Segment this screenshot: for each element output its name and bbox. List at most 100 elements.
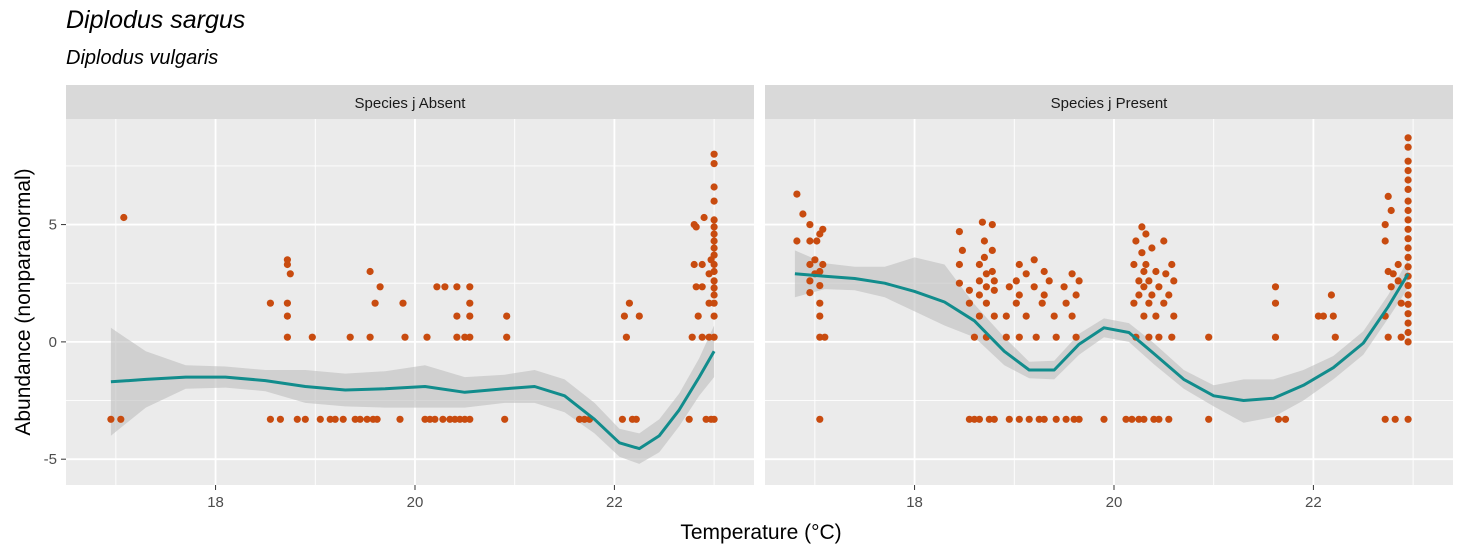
data-point bbox=[1015, 260, 1023, 269]
data-point bbox=[1155, 283, 1163, 291]
data-point bbox=[1327, 291, 1335, 299]
data-point bbox=[1404, 176, 1412, 184]
data-point bbox=[690, 260, 698, 269]
data-point bbox=[316, 415, 324, 423]
data-point bbox=[453, 312, 461, 320]
y-axis-label: Abundance (nonparanormal) bbox=[12, 168, 35, 435]
data-point bbox=[1002, 333, 1010, 341]
data-point bbox=[1404, 197, 1412, 205]
y-tick-label: 5 bbox=[49, 217, 57, 234]
data-point bbox=[705, 333, 713, 341]
data-point bbox=[1404, 216, 1412, 224]
data-point bbox=[710, 312, 718, 320]
data-point bbox=[1060, 283, 1068, 291]
data-point bbox=[1155, 333, 1163, 341]
data-point bbox=[1128, 415, 1136, 423]
data-point bbox=[1138, 223, 1146, 231]
data-point bbox=[1404, 415, 1412, 423]
data-point bbox=[819, 260, 827, 269]
data-point bbox=[433, 283, 441, 291]
data-point bbox=[1152, 267, 1160, 276]
data-point bbox=[293, 415, 301, 423]
data-point bbox=[501, 415, 509, 423]
data-point bbox=[1015, 415, 1023, 423]
data-point bbox=[710, 267, 718, 276]
data-point bbox=[1075, 277, 1083, 285]
data-point bbox=[618, 415, 627, 423]
data-point bbox=[1005, 283, 1013, 291]
facet-strip bbox=[66, 85, 754, 119]
data-point bbox=[1404, 338, 1412, 346]
data-point bbox=[710, 150, 718, 158]
data-point bbox=[793, 190, 801, 198]
data-point bbox=[980, 253, 989, 261]
data-point bbox=[1132, 237, 1140, 245]
data-point bbox=[710, 299, 718, 307]
data-point bbox=[965, 299, 974, 307]
data-point bbox=[503, 333, 511, 341]
data-point bbox=[710, 291, 718, 299]
data-point bbox=[346, 333, 354, 341]
data-point bbox=[1142, 230, 1150, 238]
data-point bbox=[431, 415, 439, 423]
data-point bbox=[955, 260, 964, 269]
data-point bbox=[1140, 415, 1148, 423]
data-point bbox=[1387, 206, 1395, 215]
data-point bbox=[622, 333, 631, 341]
data-point bbox=[816, 299, 824, 307]
data-point bbox=[339, 415, 347, 423]
facet-strip-label: Species j Present bbox=[1051, 95, 1169, 112]
data-point bbox=[1404, 185, 1412, 193]
data-point bbox=[396, 415, 404, 423]
data-point bbox=[816, 415, 824, 423]
data-point bbox=[1404, 291, 1412, 299]
data-point bbox=[710, 415, 718, 423]
data-point bbox=[1404, 253, 1412, 261]
x-tick-label: 18 bbox=[207, 494, 224, 511]
data-point bbox=[326, 415, 334, 423]
data-point bbox=[710, 251, 718, 259]
data-point bbox=[965, 415, 974, 423]
data-point bbox=[710, 244, 718, 252]
data-point bbox=[958, 246, 967, 254]
data-point bbox=[1271, 283, 1280, 291]
data-point bbox=[710, 277, 718, 285]
data-point bbox=[1271, 333, 1280, 341]
data-point bbox=[1404, 319, 1412, 327]
data-point bbox=[1135, 277, 1143, 285]
data-point bbox=[1002, 312, 1010, 320]
data-point bbox=[575, 415, 584, 423]
data-point bbox=[1384, 333, 1392, 341]
data-point bbox=[276, 415, 284, 423]
data-point bbox=[1145, 299, 1153, 307]
facet-panel: Species j Present 18 20 22 bbox=[765, 85, 1453, 511]
data-point bbox=[806, 260, 814, 269]
data-point bbox=[1387, 283, 1395, 291]
data-point bbox=[1045, 277, 1053, 285]
data-point bbox=[710, 197, 718, 205]
data-point bbox=[1072, 291, 1080, 299]
data-point bbox=[620, 312, 629, 320]
data-point bbox=[1165, 415, 1173, 423]
data-point bbox=[692, 223, 700, 231]
data-point bbox=[1389, 270, 1397, 278]
data-point bbox=[1397, 299, 1405, 307]
data-point bbox=[1030, 283, 1038, 291]
data-point bbox=[1012, 277, 1020, 285]
data-point bbox=[975, 312, 984, 320]
data-point bbox=[1404, 134, 1412, 142]
data-point bbox=[1142, 260, 1150, 269]
data-point bbox=[1145, 277, 1153, 285]
data-point bbox=[965, 286, 974, 294]
data-point bbox=[632, 415, 640, 423]
data-point bbox=[710, 216, 718, 224]
data-point bbox=[710, 333, 718, 341]
data-point bbox=[1404, 157, 1412, 165]
data-point bbox=[982, 283, 991, 291]
y-tick-label: -5 bbox=[44, 451, 57, 468]
smooth-line bbox=[110, 350, 716, 451]
data-point bbox=[439, 415, 447, 423]
data-point bbox=[1404, 167, 1412, 175]
data-point bbox=[1381, 415, 1389, 423]
data-point bbox=[266, 299, 274, 307]
